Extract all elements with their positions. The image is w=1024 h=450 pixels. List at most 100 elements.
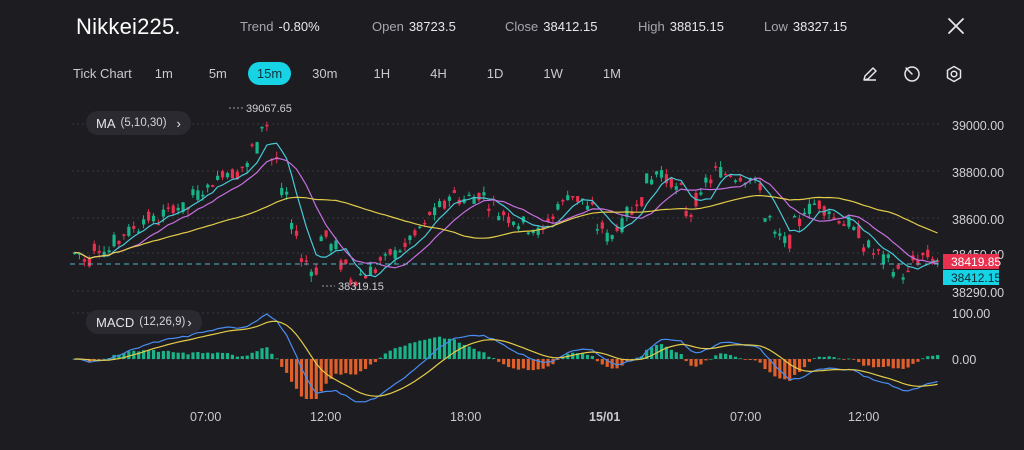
macd-bar bbox=[156, 351, 161, 359]
macd-bar bbox=[778, 359, 782, 379]
macd-bar bbox=[220, 352, 225, 359]
macd-bar bbox=[585, 354, 590, 359]
macd-bar bbox=[270, 353, 274, 359]
tab-1m-month[interactable]: 1M bbox=[602, 66, 621, 81]
macd-bar bbox=[176, 352, 180, 359]
candle-down bbox=[82, 259, 87, 262]
macd-bar bbox=[299, 359, 304, 397]
candle-up bbox=[225, 173, 230, 178]
macd-bar bbox=[378, 357, 382, 359]
last-price-badge bbox=[943, 254, 999, 269]
candle-up bbox=[891, 272, 895, 277]
clock-icon[interactable] bbox=[902, 64, 922, 84]
candle-down bbox=[413, 230, 417, 236]
candle-down bbox=[507, 216, 511, 224]
settings-icon[interactable] bbox=[944, 64, 964, 84]
candle-down bbox=[684, 210, 688, 217]
tab-1m[interactable]: 1m bbox=[154, 66, 173, 81]
stat-high: High 38815.15 bbox=[638, 19, 724, 34]
macd-bar bbox=[423, 339, 427, 359]
macd-bar bbox=[482, 352, 486, 359]
candle-up bbox=[536, 227, 540, 235]
candle-down bbox=[724, 173, 728, 176]
macd-bar bbox=[166, 350, 170, 359]
macd-bar bbox=[196, 351, 200, 359]
candle-up bbox=[595, 229, 599, 231]
ma-indicator-pill[interactable]: MA (5,10,30) › bbox=[86, 111, 191, 135]
macd-bar bbox=[645, 349, 649, 359]
macd-bar bbox=[349, 359, 353, 375]
macd-bar bbox=[654, 344, 659, 359]
macd-bar bbox=[403, 345, 407, 359]
macd-bar bbox=[97, 359, 101, 360]
candle-down bbox=[122, 234, 126, 236]
tab-1w[interactable]: 1W bbox=[543, 66, 563, 81]
macd-bar bbox=[492, 358, 496, 359]
candle-down bbox=[423, 222, 427, 225]
macd-label: MACD bbox=[96, 314, 135, 330]
candle-up bbox=[245, 162, 249, 168]
chart-grid bbox=[72, 123, 940, 360]
macd-bar bbox=[857, 359, 861, 363]
macd-bar bbox=[674, 352, 678, 359]
macd-bar bbox=[531, 359, 535, 371]
macd-bar bbox=[837, 358, 841, 360]
tab-15m[interactable]: 15m bbox=[247, 62, 292, 85]
pencil-icon[interactable] bbox=[860, 64, 880, 84]
tab-5m[interactable]: 5m bbox=[208, 66, 227, 81]
candle-up bbox=[699, 192, 703, 195]
price-stats: Trend -0.80% Open 38723.5 Close 38412.15 Hi… bbox=[240, 19, 847, 34]
macd-bar bbox=[142, 350, 146, 359]
candle-down bbox=[871, 253, 876, 255]
macd-bar bbox=[102, 358, 106, 360]
macd-bar bbox=[408, 343, 412, 359]
candle-down bbox=[240, 166, 244, 169]
macd-bar bbox=[576, 353, 580, 359]
candle-down bbox=[906, 270, 910, 273]
tab-1h[interactable]: 1H bbox=[373, 66, 391, 81]
macd-bar bbox=[876, 359, 881, 368]
macd-bar bbox=[314, 359, 318, 399]
macd-indicator-pill[interactable]: MACD (12,26,9) › bbox=[86, 310, 202, 334]
candle-down bbox=[166, 207, 170, 209]
macd-bar bbox=[161, 351, 165, 359]
candle-up bbox=[511, 221, 516, 225]
candle-up bbox=[807, 203, 812, 215]
candle-down bbox=[832, 217, 836, 219]
candle-up bbox=[359, 273, 363, 276]
candle-up bbox=[408, 235, 412, 241]
macd-bar bbox=[388, 350, 392, 359]
tab-4h[interactable]: 4H bbox=[430, 66, 447, 81]
candle-down bbox=[635, 204, 639, 207]
candle-up bbox=[620, 218, 624, 233]
candle-up bbox=[77, 253, 82, 255]
candle-down bbox=[842, 224, 846, 227]
candle-up bbox=[827, 211, 831, 215]
candle-up bbox=[398, 250, 402, 253]
candle-up bbox=[768, 215, 772, 218]
y-tick-38600: 38600.00 bbox=[952, 213, 1004, 227]
macd-bar bbox=[275, 358, 279, 360]
candle-up bbox=[196, 190, 200, 200]
tick-chart-label[interactable]: Tick Chart bbox=[73, 66, 132, 81]
macd-tick-100: 100.00 bbox=[952, 307, 990, 321]
candle-up bbox=[881, 254, 886, 264]
tab-30m[interactable]: 30m bbox=[312, 66, 338, 81]
candle-up bbox=[852, 226, 856, 230]
macd-bar bbox=[743, 359, 747, 360]
macd-tick-0: 0.00 bbox=[952, 353, 976, 367]
candle-up bbox=[107, 250, 111, 253]
ma10-line bbox=[74, 157, 938, 269]
macd-bar bbox=[817, 356, 821, 359]
tab-1d[interactable]: 1D bbox=[486, 66, 504, 81]
candle-up bbox=[733, 180, 738, 182]
macd-bar bbox=[714, 355, 718, 359]
close-icon[interactable] bbox=[946, 16, 966, 36]
candle-up bbox=[472, 197, 476, 204]
candle-down bbox=[403, 242, 407, 247]
macd-bar bbox=[748, 359, 752, 360]
candle-up bbox=[610, 235, 614, 240]
macd-bar bbox=[881, 359, 886, 368]
macd-bar bbox=[250, 352, 254, 359]
